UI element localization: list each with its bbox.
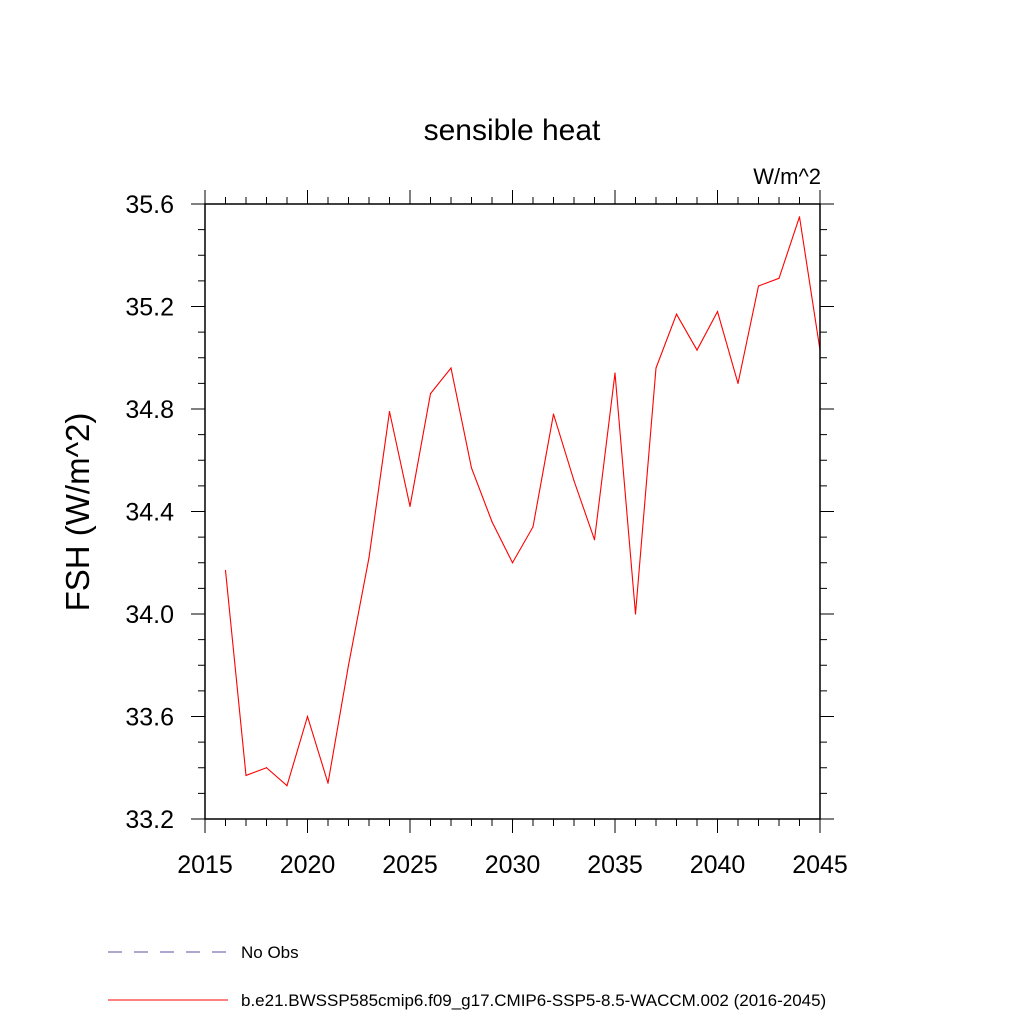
data-point xyxy=(798,216,801,218)
data-point xyxy=(614,372,616,374)
data-point xyxy=(655,367,657,369)
data-point xyxy=(593,539,596,541)
y-tick-label: 35.2 xyxy=(125,294,174,322)
data-point xyxy=(675,313,678,315)
data-point xyxy=(716,311,719,313)
data-point xyxy=(286,785,288,787)
data-point xyxy=(368,557,370,559)
chart-title: sensible heat xyxy=(424,114,601,147)
data-point xyxy=(552,413,555,415)
data-point xyxy=(265,767,268,769)
plot-frame xyxy=(204,203,821,820)
data-point xyxy=(737,382,739,384)
data-point xyxy=(388,410,391,413)
x-tick-label: 2020 xyxy=(280,851,336,879)
y-tick-label: 34.0 xyxy=(125,601,174,629)
legend-label-model-run: b.e21.BWSSP585cmip6.f09_g17.CMIP6-SSP5-8… xyxy=(241,991,826,1010)
data-point xyxy=(491,521,493,523)
y-axis-label: FSH (W/m^2) xyxy=(59,413,96,612)
data-point xyxy=(778,277,780,279)
data-point xyxy=(450,367,452,369)
x-tick-label: 2015 xyxy=(177,851,233,879)
data-point xyxy=(470,467,473,469)
axis-ticks xyxy=(191,190,834,833)
data-point xyxy=(573,480,575,482)
data-point xyxy=(347,664,350,666)
legend-label-no-obs: No Obs xyxy=(241,943,299,962)
x-tick-label: 2040 xyxy=(690,851,746,879)
tick-labels: 2015 2020 2025 2030 2035 2040 2045 33.2 33.6 34.0… xyxy=(125,191,847,879)
data-point xyxy=(757,285,760,287)
data-point xyxy=(696,349,698,351)
y-tick-label: 34.4 xyxy=(125,499,174,527)
x-tick-label: 2035 xyxy=(587,851,643,879)
data-point xyxy=(429,393,432,395)
data-point xyxy=(327,782,329,784)
x-tick-label: 2025 xyxy=(382,851,438,879)
data-point xyxy=(532,526,534,528)
y-tick-label: 33.6 xyxy=(125,704,174,732)
y-tick-label: 34.8 xyxy=(125,396,174,424)
data-point xyxy=(224,569,227,572)
series-line-0 xyxy=(224,216,821,787)
series-layer xyxy=(224,216,821,787)
data-point xyxy=(511,562,514,564)
legend: No Obs b.e21.BWSSP585cmip6.f09_g17.CMIP6… xyxy=(108,943,826,1010)
units-label: W/m^2 xyxy=(753,164,821,189)
data-point xyxy=(409,505,411,507)
x-tick-label: 2030 xyxy=(485,851,541,879)
y-tick-label: 33.2 xyxy=(125,806,174,834)
data-point xyxy=(634,613,637,615)
data-point xyxy=(306,715,309,718)
data-point xyxy=(245,774,247,777)
y-tick-label: 35.6 xyxy=(125,191,174,219)
x-tick-label: 2045 xyxy=(792,851,848,879)
